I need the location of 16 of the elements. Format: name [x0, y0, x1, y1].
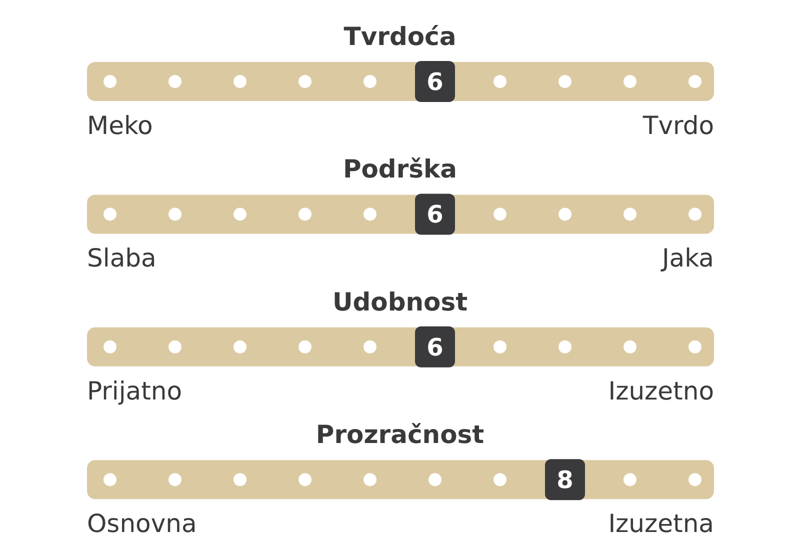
text: Meko — [87, 111, 153, 140]
data-label: 6 — [426, 333, 444, 362]
text: Osnovna — [87, 509, 197, 538]
data-label: 6 — [426, 68, 444, 96]
data-label: 6 — [426, 200, 444, 229]
text: Prijatno — [87, 376, 182, 406]
text: Prozračnost — [316, 420, 484, 450]
text: Tvrdo — [642, 111, 714, 140]
text: Tvrdoća — [344, 22, 456, 51]
data-label: 8 — [556, 466, 574, 494]
text: Izuzetno — [608, 376, 714, 406]
text: Udobnost — [332, 287, 468, 316]
text: Slaba — [87, 244, 156, 273]
text: Podrška — [342, 154, 458, 184]
text: Izuzetna — [608, 509, 714, 538]
text: Jaka — [660, 244, 714, 273]
